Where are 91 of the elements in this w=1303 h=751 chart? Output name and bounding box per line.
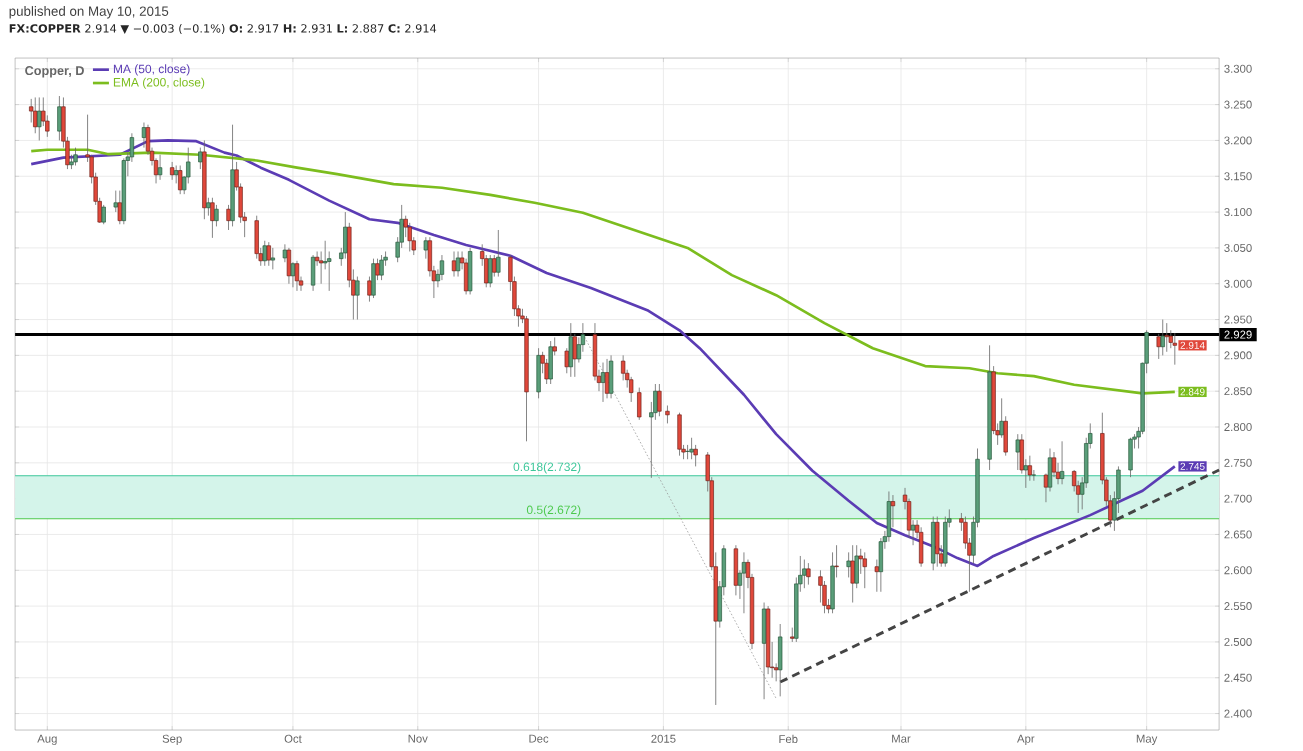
y-tick-label: 2.600 bbox=[1224, 566, 1252, 575]
candlestick bbox=[290, 261, 296, 288]
candlestick bbox=[37, 97, 42, 141]
candlestick bbox=[492, 254, 497, 277]
candlestick bbox=[451, 251, 457, 277]
x-tick-label: May bbox=[1136, 734, 1158, 745]
text: Copper, D bbox=[25, 66, 84, 78]
ref-line-label: 0.618(2.732) bbox=[513, 462, 581, 474]
ref-line-label: 0.5(2.672) bbox=[526, 505, 581, 517]
candlestick bbox=[790, 627, 795, 643]
annotation: 2.849 bbox=[1180, 388, 1205, 396]
y-tick-label: 3.100 bbox=[1224, 208, 1252, 217]
y-tick-label: 2.650 bbox=[1224, 530, 1252, 539]
candlestick bbox=[850, 544, 855, 603]
candlestick bbox=[141, 122, 147, 148]
candlestick bbox=[1156, 333, 1161, 360]
x-tick-label: Oct bbox=[284, 734, 302, 743]
candlestick bbox=[1160, 319, 1165, 356]
candlestick bbox=[423, 236, 428, 260]
y-tick-label: 3.050 bbox=[1224, 243, 1252, 252]
candlestick bbox=[226, 204, 231, 231]
line-series bbox=[29, 148, 1177, 395]
text: published on May 10, 2015 bbox=[9, 6, 169, 19]
y-tick-label: 2.450 bbox=[1224, 673, 1252, 682]
candlestick bbox=[604, 358, 610, 399]
x-tick-label: Dec bbox=[529, 734, 549, 743]
y-tick-label: 2.950 bbox=[1224, 315, 1252, 324]
y-tick-label: 2.400 bbox=[1224, 709, 1252, 718]
candlestick bbox=[214, 204, 219, 227]
candlestick bbox=[270, 247, 275, 270]
x-tick-label: Apr bbox=[1017, 734, 1035, 745]
candlestick bbox=[846, 551, 851, 578]
candlestick bbox=[665, 405, 670, 424]
x-tick-label: 2015 bbox=[651, 734, 676, 743]
candlestick bbox=[689, 437, 694, 460]
candlestick bbox=[1043, 473, 1049, 503]
candlestick bbox=[1023, 458, 1028, 489]
candlestick bbox=[198, 147, 203, 170]
y-tick-label: 3.250 bbox=[1224, 100, 1252, 109]
y-tick-label: 3.000 bbox=[1224, 279, 1252, 288]
y-tick-label: 2.550 bbox=[1224, 602, 1252, 611]
candlestick bbox=[874, 559, 879, 593]
line-series bbox=[29, 139, 1177, 568]
candlestick bbox=[117, 190, 122, 225]
candlestick bbox=[294, 260, 300, 292]
candlestick bbox=[1031, 469, 1037, 482]
annotation: 2.914 bbox=[1180, 341, 1205, 349]
x-tick-label: Sep bbox=[162, 734, 182, 746]
legend-label: MA (50, close) bbox=[113, 64, 190, 76]
text: FX:COPPER 2.914 ▼ −0.003 (−0.1%) O: 2.917 H: 2.931 L: 2.887 C: 2.914 bbox=[9, 23, 437, 35]
y-tick-label: 2.500 bbox=[1224, 637, 1252, 646]
candlestick bbox=[572, 333, 577, 378]
candlestick bbox=[113, 190, 118, 213]
candlestick bbox=[600, 362, 606, 403]
candlestick bbox=[802, 559, 807, 589]
x-tick-label: Nov bbox=[408, 734, 428, 743]
candlestick bbox=[910, 519, 916, 546]
candlestick bbox=[355, 276, 360, 320]
candlestick bbox=[375, 258, 380, 281]
x-tick-label: Aug bbox=[37, 734, 57, 745]
y-tick-label: 3.200 bbox=[1224, 136, 1252, 145]
candlestick bbox=[834, 544, 839, 578]
legend-label: EMA (200, close) bbox=[113, 77, 205, 89]
candlestick bbox=[101, 204, 106, 225]
y-tick-label: 3.300 bbox=[1224, 64, 1252, 73]
candlestick bbox=[1015, 433, 1020, 471]
candlestick bbox=[657, 383, 662, 417]
y-tick-label: 2.800 bbox=[1224, 423, 1252, 432]
x-tick-label: Feb bbox=[779, 734, 798, 744]
candlestick bbox=[282, 243, 288, 263]
candlestick bbox=[496, 229, 501, 277]
candlestick bbox=[890, 494, 896, 528]
candlestick bbox=[455, 251, 461, 277]
candlestick bbox=[379, 254, 384, 281]
candlestick bbox=[564, 347, 569, 374]
y-tick-label: 2.750 bbox=[1224, 458, 1252, 467]
x-tick-label: Mar bbox=[892, 734, 911, 743]
ref-line-label: 2.929 bbox=[1224, 330, 1252, 339]
y-tick-label: 2.700 bbox=[1224, 494, 1252, 503]
candlestick bbox=[33, 97, 38, 134]
candlestick bbox=[157, 154, 163, 181]
candlestick bbox=[741, 551, 747, 614]
candlestick bbox=[862, 551, 867, 589]
candlestick bbox=[1059, 440, 1065, 485]
candlestick bbox=[266, 241, 271, 267]
y-tick-label: 3.150 bbox=[1224, 172, 1252, 181]
annotation: 2.745 bbox=[1180, 462, 1205, 470]
y-tick-label: 2.900 bbox=[1224, 351, 1252, 360]
candlestick bbox=[806, 562, 811, 586]
y-tick-label: 2.850 bbox=[1224, 387, 1252, 396]
candlestick bbox=[367, 276, 372, 303]
